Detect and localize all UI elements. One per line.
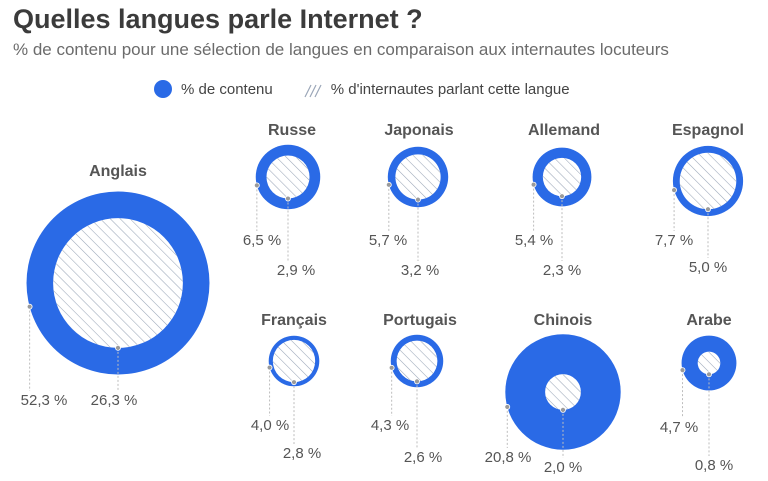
- legend-label-content: % de contenu: [181, 80, 273, 98]
- users-value-francais: 2,8 %: [283, 445, 321, 462]
- anchor-content-francais: [266, 364, 273, 371]
- content-value-francais: 4,0 %: [251, 417, 289, 434]
- users-bubble-japonais: [395, 154, 441, 200]
- users-value-portugais: 2,6 %: [404, 449, 442, 466]
- users-bubble-francais: [272, 339, 316, 383]
- anchor-content-allemand: [530, 181, 537, 188]
- content-value-allemand: 5,4 %: [515, 232, 553, 249]
- users-bubble-espagnol: [679, 152, 737, 210]
- chart-subtitle: % de contenu pour une sélection de langu…: [13, 40, 669, 59]
- anchor-users-arabe: [706, 371, 712, 378]
- panel-anglais: Anglais 52,3 % 26,3 %: [21, 163, 210, 409]
- panel-allemand: Allemand 5,4 % 2,3 %: [515, 122, 600, 279]
- anchor-users-japonais: [415, 196, 421, 203]
- anchor-users-anglais: [115, 344, 121, 351]
- users-value-japonais: 3,2 %: [401, 262, 439, 279]
- content-value-japonais: 5,7 %: [369, 232, 407, 249]
- users-value-anglais: 26,3 %: [91, 392, 138, 409]
- users-bubble-allemand: [542, 157, 582, 197]
- anchor-content-arabe: [679, 367, 686, 373]
- language-label-chinois: Chinois: [534, 312, 593, 329]
- language-label-russe: Russe: [268, 122, 316, 139]
- content-value-chinois: 20,8 %: [485, 449, 532, 466]
- legend: % de contenu % d'internautes parlant cet…: [153, 78, 600, 100]
- language-label-allemand: Allemand: [528, 122, 600, 139]
- users-bubble-arabe: [697, 351, 721, 375]
- panel-japonais: Japonais 5,7 % 3,2 %: [369, 122, 454, 279]
- anchor-content-anglais: [26, 303, 33, 310]
- anchor-users-francais: [291, 379, 297, 386]
- content-value-portugais: 4,3 %: [371, 417, 409, 434]
- legend-item-users: % d'internautes parlant cette langue: [303, 79, 570, 99]
- anchor-content-chinois: [504, 404, 511, 410]
- users-value-chinois: 2,0 %: [544, 459, 582, 476]
- legend-label-users: % d'internautes parlant cette langue: [330, 80, 570, 98]
- users-value-espagnol: 5,0 %: [689, 259, 727, 276]
- legend-item-content: % de contenu: [153, 79, 273, 99]
- panel-portugais: Portugais 4,3 % 2,6 %: [371, 312, 457, 466]
- anchor-users-allemand: [559, 193, 565, 200]
- anchor-users-espagnol: [705, 206, 711, 213]
- panel-espagnol: Espagnol 7,7 % 5,0 %: [655, 122, 744, 276]
- anchor-users-chinois: [560, 406, 566, 413]
- panel-russe: Russe 6,5 % 2,9 %: [243, 122, 321, 279]
- anchor-content-russe: [253, 182, 260, 189]
- anchor-content-portugais: [388, 364, 395, 371]
- users-value-russe: 2,9 %: [277, 262, 315, 279]
- anchor-users-portugais: [414, 378, 420, 385]
- anchor-users-russe: [285, 195, 291, 202]
- users-bubble-anglais: [53, 218, 183, 348]
- users-value-allemand: 2,3 %: [543, 262, 581, 279]
- language-label-anglais: Anglais: [89, 163, 147, 180]
- content-value-anglais: 52,3 %: [21, 392, 68, 409]
- chart-title: Quelles langues parle Internet ?: [13, 4, 423, 34]
- users-bubble-chinois: [545, 374, 581, 410]
- legend-swatch-hatched: [304, 84, 322, 98]
- panel-francais: Français 4,0 % 2,8 %: [251, 312, 327, 462]
- legend-swatch-solid: [154, 80, 172, 98]
- content-value-arabe: 4,7 %: [660, 419, 698, 436]
- language-label-espagnol: Espagnol: [672, 122, 744, 139]
- content-value-espagnol: 7,7 %: [655, 232, 693, 249]
- language-label-francais: Français: [261, 312, 327, 329]
- anchor-content-espagnol: [671, 187, 677, 193]
- language-label-arabe: Arabe: [686, 312, 731, 329]
- anchor-content-japonais: [385, 181, 392, 188]
- users-bubble-portugais: [396, 340, 438, 382]
- language-label-japonais: Japonais: [384, 122, 453, 139]
- language-label-portugais: Portugais: [383, 312, 457, 329]
- users-value-arabe: 0,8 %: [695, 457, 733, 474]
- panel-chinois: Chinois 20,8 % 2,0 %: [485, 312, 621, 476]
- content-value-russe: 6,5 %: [243, 232, 281, 249]
- users-bubble-russe: [266, 155, 310, 199]
- panel-arabe: Arabe 4,7 % 0,8 %: [660, 312, 737, 474]
